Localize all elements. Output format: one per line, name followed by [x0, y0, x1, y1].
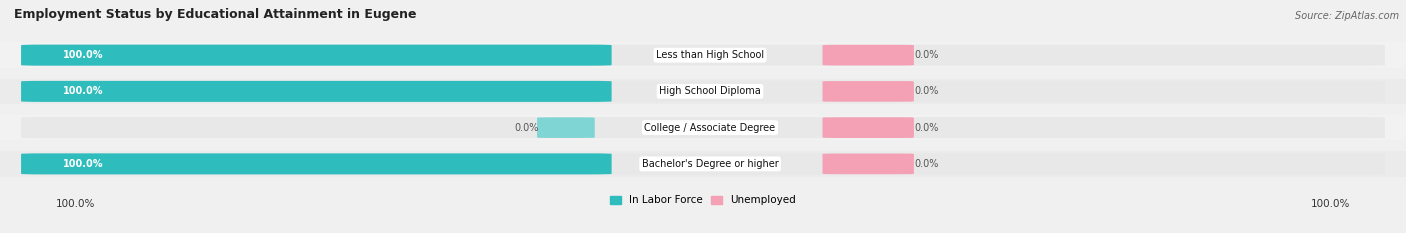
Text: Less than High School: Less than High School	[657, 50, 763, 60]
FancyBboxPatch shape	[823, 45, 914, 65]
Text: 100.0%: 100.0%	[1310, 199, 1350, 209]
Text: High School Diploma: High School Diploma	[659, 86, 761, 96]
Text: 0.0%: 0.0%	[914, 123, 938, 133]
FancyBboxPatch shape	[823, 81, 914, 102]
Text: 100.0%: 100.0%	[63, 50, 104, 60]
FancyBboxPatch shape	[0, 115, 1406, 140]
FancyBboxPatch shape	[823, 117, 914, 138]
FancyBboxPatch shape	[0, 79, 1406, 104]
FancyBboxPatch shape	[537, 117, 595, 138]
Legend: In Labor Force, Unemployed: In Labor Force, Unemployed	[610, 195, 796, 206]
Text: 0.0%: 0.0%	[515, 123, 538, 133]
Text: Bachelor's Degree or higher: Bachelor's Degree or higher	[641, 159, 779, 169]
FancyBboxPatch shape	[21, 45, 1385, 66]
Text: 100.0%: 100.0%	[63, 159, 104, 169]
Text: 100.0%: 100.0%	[56, 199, 96, 209]
FancyBboxPatch shape	[21, 81, 612, 102]
FancyBboxPatch shape	[21, 117, 1385, 138]
Text: Employment Status by Educational Attainment in Eugene: Employment Status by Educational Attainm…	[14, 8, 416, 21]
FancyBboxPatch shape	[21, 153, 1385, 174]
FancyBboxPatch shape	[21, 153, 612, 174]
Text: 100.0%: 100.0%	[63, 86, 104, 96]
FancyBboxPatch shape	[21, 45, 612, 66]
Text: Source: ZipAtlas.com: Source: ZipAtlas.com	[1295, 11, 1399, 21]
Text: College / Associate Degree: College / Associate Degree	[644, 123, 776, 133]
Text: 0.0%: 0.0%	[914, 159, 938, 169]
FancyBboxPatch shape	[823, 154, 914, 174]
FancyBboxPatch shape	[21, 81, 1385, 102]
FancyBboxPatch shape	[0, 42, 1406, 68]
FancyBboxPatch shape	[0, 151, 1406, 177]
Text: 0.0%: 0.0%	[914, 86, 938, 96]
Text: 0.0%: 0.0%	[914, 50, 938, 60]
